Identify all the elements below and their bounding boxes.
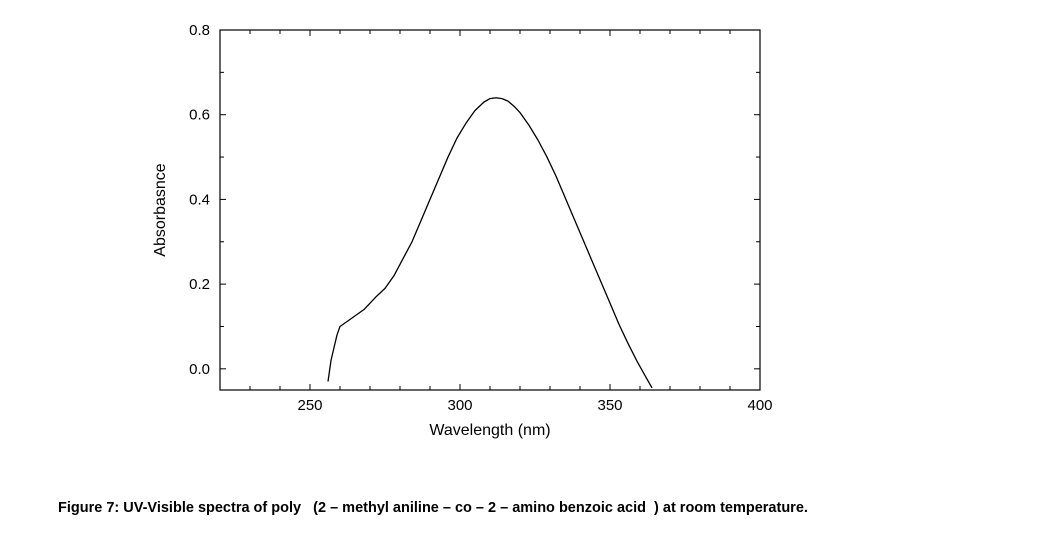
svg-text:300: 300 xyxy=(447,397,472,414)
svg-text:250: 250 xyxy=(297,397,322,414)
uv-vis-spectrum-chart: 250 300 350 400 0.0 0.2 0.4 0.6 0.8 Wavelength (n… xyxy=(100,10,780,445)
figure-caption: Figure 7: UV-Visible spectra of poly (2 … xyxy=(58,500,808,516)
svg-text:0.8: 0.8 xyxy=(189,22,210,39)
chart-svg: 250 300 350 400 0.0 0.2 0.4 0.6 0.8 Wavelength (n… xyxy=(100,10,780,440)
page: 250 300 350 400 0.0 0.2 0.4 0.6 0.8 Wavelength (n… xyxy=(0,0,1042,557)
svg-text:350: 350 xyxy=(597,397,622,414)
svg-text:0.4: 0.4 xyxy=(189,191,210,208)
svg-text:0.2: 0.2 xyxy=(189,276,210,293)
svg-text:Absorbasnce: Absorbasnce xyxy=(152,163,169,256)
svg-text:400: 400 xyxy=(747,397,772,414)
svg-text:0.6: 0.6 xyxy=(189,107,210,124)
svg-text:0.0: 0.0 xyxy=(189,361,210,378)
svg-text:Wavelength (nm): Wavelength (nm) xyxy=(429,422,550,439)
